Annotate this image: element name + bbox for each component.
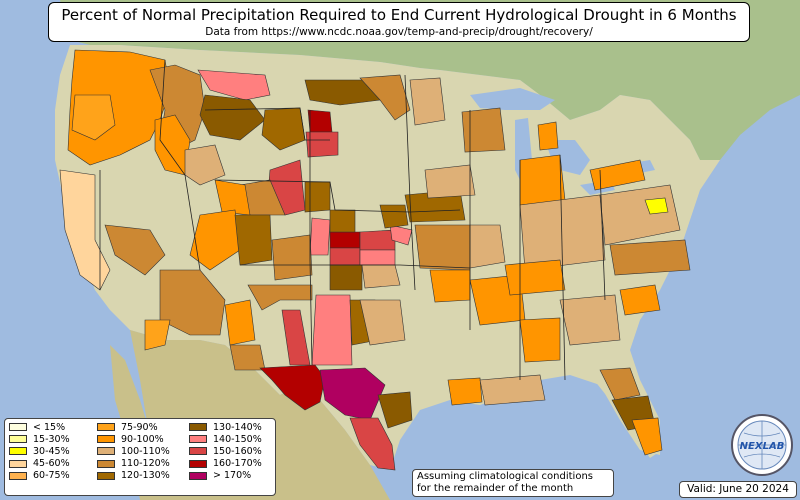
legend-item: 160-170% — [189, 458, 262, 470]
legend-item: 130-140% — [189, 421, 262, 433]
title-box: Percent of Normal Precipitation Required… — [48, 2, 750, 42]
region-tx-tan — [359, 299, 406, 346]
region-mo-brown — [414, 224, 471, 271]
region-ok-darkbrown — [329, 264, 363, 291]
assumption-note: Assuming climatological conditions for t… — [412, 469, 614, 497]
region-montana-darkbrown — [199, 94, 266, 141]
legend: < 15% 15-30% 30-45% 45-60% 60-75% 75-90%… — [4, 418, 276, 496]
legend-swatch — [9, 447, 27, 456]
region-wyoming-tan — [184, 144, 226, 186]
region-tx-red — [349, 417, 396, 471]
region-az-lightorange — [144, 319, 171, 351]
legend-item: 45-60% — [9, 458, 70, 470]
region-ks-pink — [309, 217, 331, 256]
legend-swatch — [189, 459, 207, 468]
region-md-yellow — [644, 197, 669, 215]
map-subtitle: Data from https://www.ncdc.noaa.gov/temp… — [205, 26, 593, 38]
region-nm-brown — [247, 284, 313, 311]
region-tx-darkred — [259, 364, 326, 411]
region-ks-pink2 — [359, 249, 396, 266]
legend-item: 150-160% — [189, 445, 262, 457]
legend-swatch — [97, 423, 115, 432]
legend-swatch — [97, 471, 115, 480]
region-wy-darkred — [307, 109, 333, 133]
region-ut-brown — [234, 214, 273, 266]
region-sc-orange — [619, 284, 661, 316]
legend-item: 75-90% — [97, 421, 170, 433]
legend-swatch — [9, 423, 27, 432]
region-mi-orange — [537, 121, 559, 151]
legend-swatch — [189, 435, 207, 444]
region-tx-brown — [229, 344, 266, 371]
region-montana-pink — [197, 69, 271, 101]
region-al-orange — [519, 317, 561, 363]
region-fl-orange — [631, 417, 663, 456]
region-mo-tan — [469, 224, 506, 269]
region-ks-brown — [329, 209, 356, 233]
map-title: Percent of Normal Precipitation Required… — [61, 6, 737, 24]
region-ga-tan — [559, 294, 621, 346]
legend-column-3: 130-140% 140-150% 150-160% 160-170% > 17… — [189, 421, 262, 482]
region-ks-red2 — [359, 229, 396, 251]
legend-swatch — [97, 459, 115, 468]
legend-item: 120-130% — [97, 470, 170, 482]
legend-item: 60-75% — [9, 470, 70, 482]
region-tx-darkbrown — [377, 391, 413, 429]
legend-item: 15-30% — [9, 433, 70, 445]
legend-column-2: 75-90% 90-100% 100-110% 110-120% 120-130… — [97, 421, 170, 482]
legend-swatch — [97, 447, 115, 456]
legend-column-1: < 15% 15-30% 30-45% 45-60% 60-75% — [9, 421, 70, 482]
legend-swatch — [9, 459, 27, 468]
region-ne-darkbrown — [304, 181, 331, 213]
region-ny-orange — [589, 159, 646, 191]
region-ut-orange — [189, 209, 241, 271]
legend-swatch — [97, 435, 115, 444]
region-la-orange — [447, 377, 483, 406]
great-lakes — [470, 88, 655, 195]
legend-item: > 170% — [189, 470, 262, 482]
nexlab-logo: NEXLAB — [731, 414, 793, 476]
logo-grid — [738, 421, 786, 469]
legend-swatch — [189, 447, 207, 456]
legend-swatch — [9, 471, 27, 480]
region-ks-red — [329, 247, 361, 266]
region-wi-brown — [461, 107, 506, 153]
region-ms-tan — [479, 374, 546, 406]
legend-item: 100-110% — [97, 445, 170, 457]
legend-item: 90-100% — [97, 433, 170, 445]
region-wy-red — [305, 131, 339, 158]
region-ar-orange — [429, 269, 471, 303]
region-co-darkbrown — [271, 234, 313, 281]
state-boundaries — [99, 59, 606, 381]
region-ia-tan — [424, 164, 476, 199]
region-ks-darkred — [329, 231, 361, 249]
legend-swatch — [189, 423, 207, 432]
region-tn-orange — [504, 259, 566, 296]
legend-swatch — [9, 435, 27, 444]
region-dakota-darkbrown — [304, 79, 381, 106]
region-ne-pink — [389, 224, 413, 246]
legend-swatch — [189, 471, 207, 480]
region-fl-brown — [599, 367, 641, 401]
region-mn-tan — [409, 77, 446, 126]
region-nc-brown — [609, 239, 691, 276]
region-pnw-lightorange — [71, 94, 116, 141]
valid-date: Valid: June 20 2024 — [679, 481, 797, 498]
region-ne-brown — [379, 204, 409, 229]
logo-text: NEXLAB — [740, 441, 785, 452]
region-nv-brown — [104, 224, 166, 276]
region-az-orange — [224, 299, 256, 346]
region-ky-tan — [519, 194, 606, 271]
region-ca-lightorange — [59, 169, 111, 291]
region-nm-pink — [311, 294, 353, 366]
legend-item: 30-45% — [9, 445, 70, 457]
region-dakota-brown — [359, 74, 411, 121]
region-ok-tan — [361, 264, 401, 289]
legend-item: < 15% — [9, 421, 70, 433]
legend-item: 140-150% — [189, 433, 262, 445]
region-ohio-orange — [519, 154, 566, 206]
legend-item: 110-120% — [97, 458, 170, 470]
